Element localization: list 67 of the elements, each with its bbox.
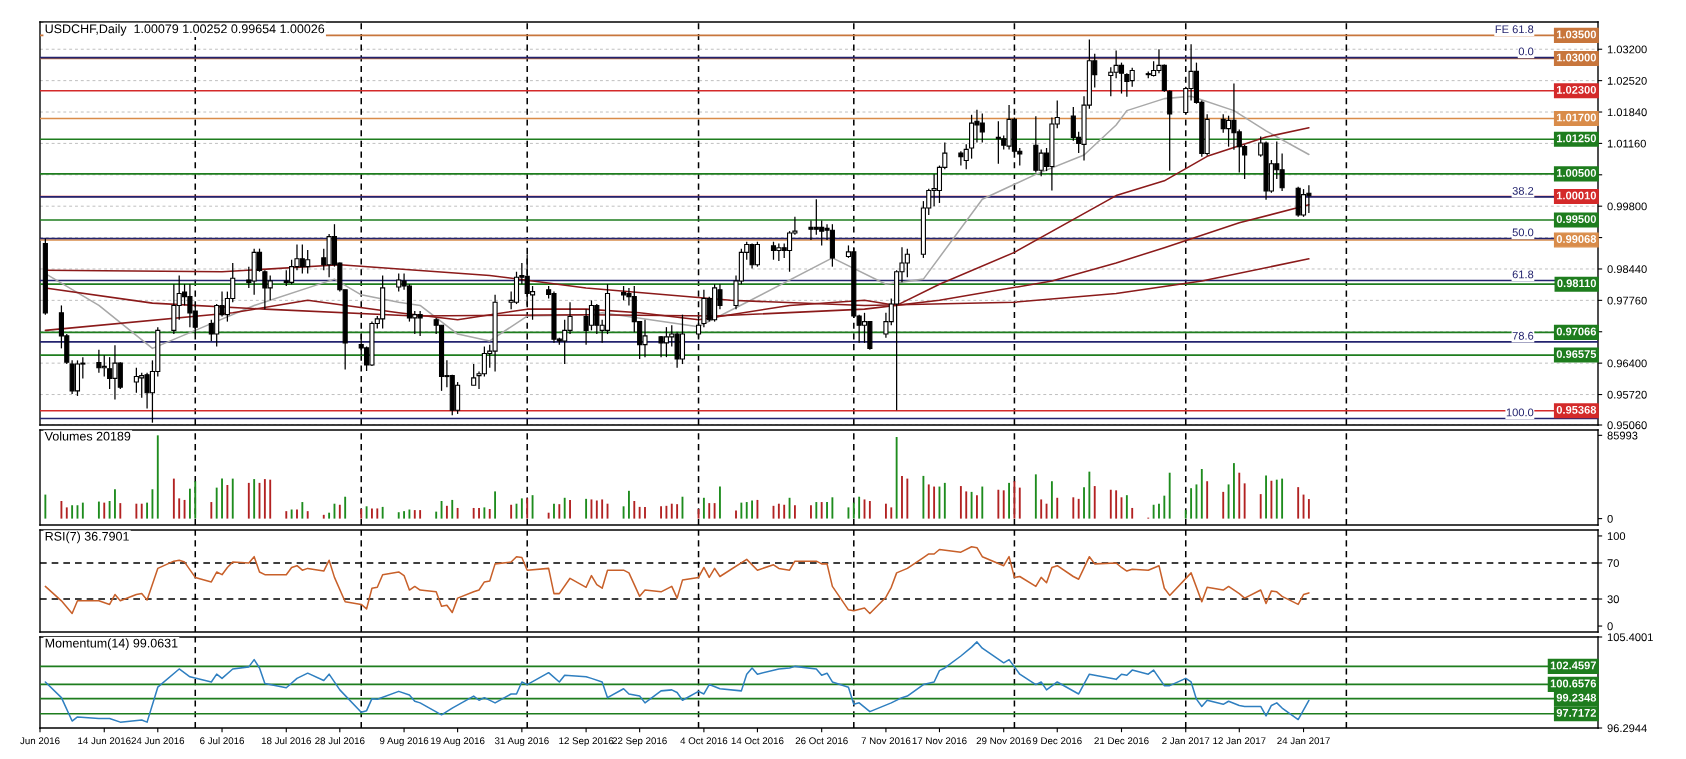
ref-line-label: 0.96575	[1556, 350, 1597, 359]
chart-title: Volumes 20189	[44, 431, 131, 441]
x-tick-label: 31 Aug 2016	[494, 737, 549, 747]
ref-line-label: 0.99500	[1556, 215, 1596, 224]
y-tick-label: 1.03200	[1607, 45, 1647, 54]
x-tick-label: 6 Jul 2016	[200, 737, 245, 745]
y-tick-label: 96.2944	[1607, 724, 1647, 733]
x-tick-label: 22 Sep 2016	[612, 737, 667, 747]
x-tick-label: 24 Jan 2017	[1277, 737, 1330, 745]
x-tick-label: 12 Jan 2017	[1213, 737, 1266, 745]
annotation: FE 61.8	[1495, 25, 1534, 34]
x-tick-label: 7 Nov 2016	[861, 737, 911, 745]
x-tick-label: 9 Dec 2016	[1032, 737, 1082, 745]
x-tick-label: 28 Jul 2016	[315, 737, 365, 745]
y-tick-label: 30	[1607, 595, 1619, 604]
y-tick-label: 1.02520	[1607, 76, 1647, 85]
x-tick-label: 24 Jun 2016	[131, 737, 185, 745]
x-tick-label: 4 Oct 2016	[680, 737, 728, 745]
x-tick-label: 14 Jun 2016	[78, 737, 131, 745]
y-tick-label: 70	[1607, 559, 1619, 568]
y-tick-label: 1.01840	[1607, 108, 1647, 117]
x-tick-label: 21 Dec 2016	[1094, 737, 1149, 745]
x-tick-label: 12 Sep 2016	[559, 737, 614, 747]
y-tick-label: 0	[1607, 622, 1613, 631]
y-tick-label: 0.95720	[1607, 390, 1647, 399]
x-tick-label: 2 Jan 2017	[1162, 737, 1210, 745]
annotation: 100.0	[1506, 408, 1534, 417]
ref-line-label: 1.01250	[1556, 134, 1596, 143]
annotation: 38.2	[1512, 186, 1534, 195]
y-tick-label: 0	[1607, 514, 1613, 523]
x-tick-label: 26 Oct 2016	[795, 737, 848, 745]
y-tick-label: 105.4001	[1607, 633, 1653, 642]
x-tick-label: 19 Aug 2016	[431, 737, 485, 747]
annotation: 78.6	[1512, 331, 1534, 340]
ref-line-label: 1.00500	[1556, 168, 1596, 177]
chart-title: USDCHF,Daily 1.00079 1.00252 0.99654 1.00026	[45, 24, 325, 36]
ref-line-label: 0.98110	[1557, 279, 1596, 288]
ref-line-label: 1.01700	[1556, 113, 1596, 122]
y-tick-label: 0.99800	[1607, 202, 1647, 211]
annotation: 50.0	[1512, 228, 1534, 237]
x-tick-label: 14 Oct 2016	[731, 737, 784, 745]
ref-line-label: 0.97066	[1556, 327, 1597, 336]
ref-line-label: 0.99068	[1556, 235, 1597, 243]
x-tick-label: 29 Nov 2016	[976, 737, 1031, 745]
ref-line-label: 0.95368	[1556, 405, 1597, 414]
ref-line-label: 97.7172	[1556, 708, 1596, 717]
ref-line-label: 1.03500	[1556, 30, 1596, 39]
x-tick-label: 18 Jul 2016	[261, 737, 311, 745]
ref-line-label: 100.6576	[1550, 679, 1597, 688]
ref-line-label: 1.03000	[1556, 53, 1596, 62]
y-tick-label: 100	[1607, 532, 1626, 541]
annotation: 0.0	[1518, 47, 1534, 56]
chart-title: RSI(7) 36.7901	[45, 531, 129, 544]
y-tick-label: 1.01160	[1607, 139, 1646, 148]
y-tick-label: 85993	[1607, 431, 1638, 440]
annotation: 61.8	[1512, 270, 1534, 279]
y-tick-label: 0.95060	[1607, 421, 1647, 430]
x-tick-label: Jun 2016	[20, 737, 60, 745]
y-tick-label: 0.96400	[1607, 359, 1647, 368]
y-tick-label: 0.98440	[1607, 265, 1647, 274]
x-tick-label: 9 Aug 2016	[379, 737, 429, 747]
x-tick-label: 17 Nov 2016	[912, 737, 967, 745]
ref-line-label: 1.02300	[1556, 85, 1596, 94]
ref-line-label: 99.2348	[1556, 693, 1597, 702]
ref-line-label: 102.4597	[1550, 661, 1596, 670]
chart-title: Momentum(14) 99.0631	[45, 638, 178, 651]
y-tick-label: 0.97760	[1607, 296, 1647, 305]
